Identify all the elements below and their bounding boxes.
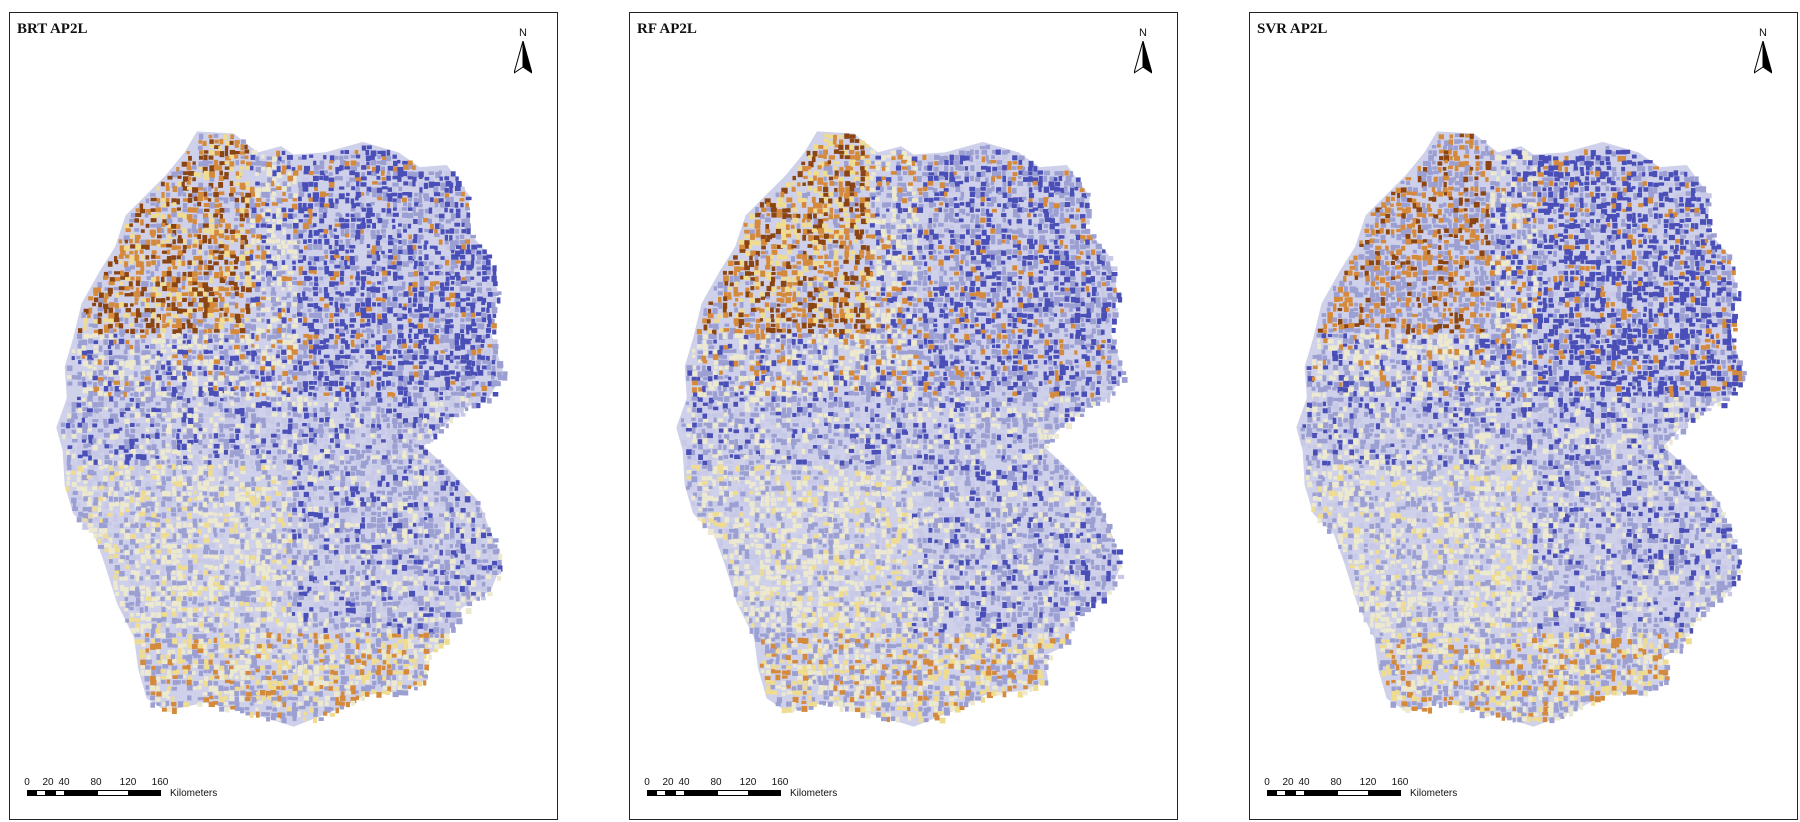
scale-unit: Kilometers xyxy=(170,788,218,799)
scale-tick: 80 xyxy=(710,777,722,788)
scale-tick: 0 xyxy=(24,777,30,788)
scale-bar: 0 20 40 80 120 160 Kilometers xyxy=(24,777,225,807)
scale-tick: 160 xyxy=(771,777,789,788)
scale-tick: 40 xyxy=(1298,777,1310,788)
panel-title: BRT AP2L xyxy=(17,21,88,37)
scale-tick: 40 xyxy=(678,777,690,788)
germany-map xyxy=(676,131,1128,727)
north-arrow: N xyxy=(511,27,535,79)
panel-title: SVR AP2L xyxy=(1257,21,1328,37)
scale-tick: 120 xyxy=(119,777,137,788)
scale-tick: 160 xyxy=(151,777,169,788)
scale-bar: 0 20 40 80 120 160 Kilometers xyxy=(644,777,845,807)
scale-unit: Kilometers xyxy=(1410,788,1458,799)
north-label: N xyxy=(519,27,527,39)
map-panel-rf: RF AP2L N 0 20 40 80 120 160 Kilometers xyxy=(629,12,1178,820)
scale-tick: 80 xyxy=(1330,777,1342,788)
map-panel-svr: SVR AP2L N 0 20 40 80 120 160 Kilometers xyxy=(1249,12,1798,820)
scale-tick: 20 xyxy=(42,777,54,788)
scale-tick: 40 xyxy=(58,777,70,788)
germany-map xyxy=(1296,131,1747,727)
scale-unit: Kilometers xyxy=(790,788,838,799)
north-label: N xyxy=(1139,27,1147,39)
north-arrow-icon xyxy=(514,41,532,74)
north-arrow: N xyxy=(1751,27,1775,79)
north-label: N xyxy=(1759,27,1767,39)
scale-tick: 20 xyxy=(662,777,674,788)
scale-bar: 0 20 40 80 120 160 Kilometers xyxy=(1264,777,1465,807)
scale-tick: 0 xyxy=(644,777,650,788)
north-arrow: N xyxy=(1131,27,1155,79)
panel-title: RF AP2L xyxy=(637,21,697,37)
scale-tick: 160 xyxy=(1391,777,1409,788)
scale-tick: 80 xyxy=(90,777,102,788)
map-panel-brt: BRT AP2L N 0 20 40 80 120 160 Kilometers xyxy=(9,12,558,820)
scale-tick: 120 xyxy=(739,777,757,788)
scale-tick: 120 xyxy=(1359,777,1377,788)
germany-map xyxy=(56,131,508,727)
north-arrow-icon xyxy=(1754,41,1772,74)
scale-tick: 0 xyxy=(1264,777,1270,788)
north-arrow-icon xyxy=(1134,41,1152,74)
scale-tick: 20 xyxy=(1282,777,1294,788)
